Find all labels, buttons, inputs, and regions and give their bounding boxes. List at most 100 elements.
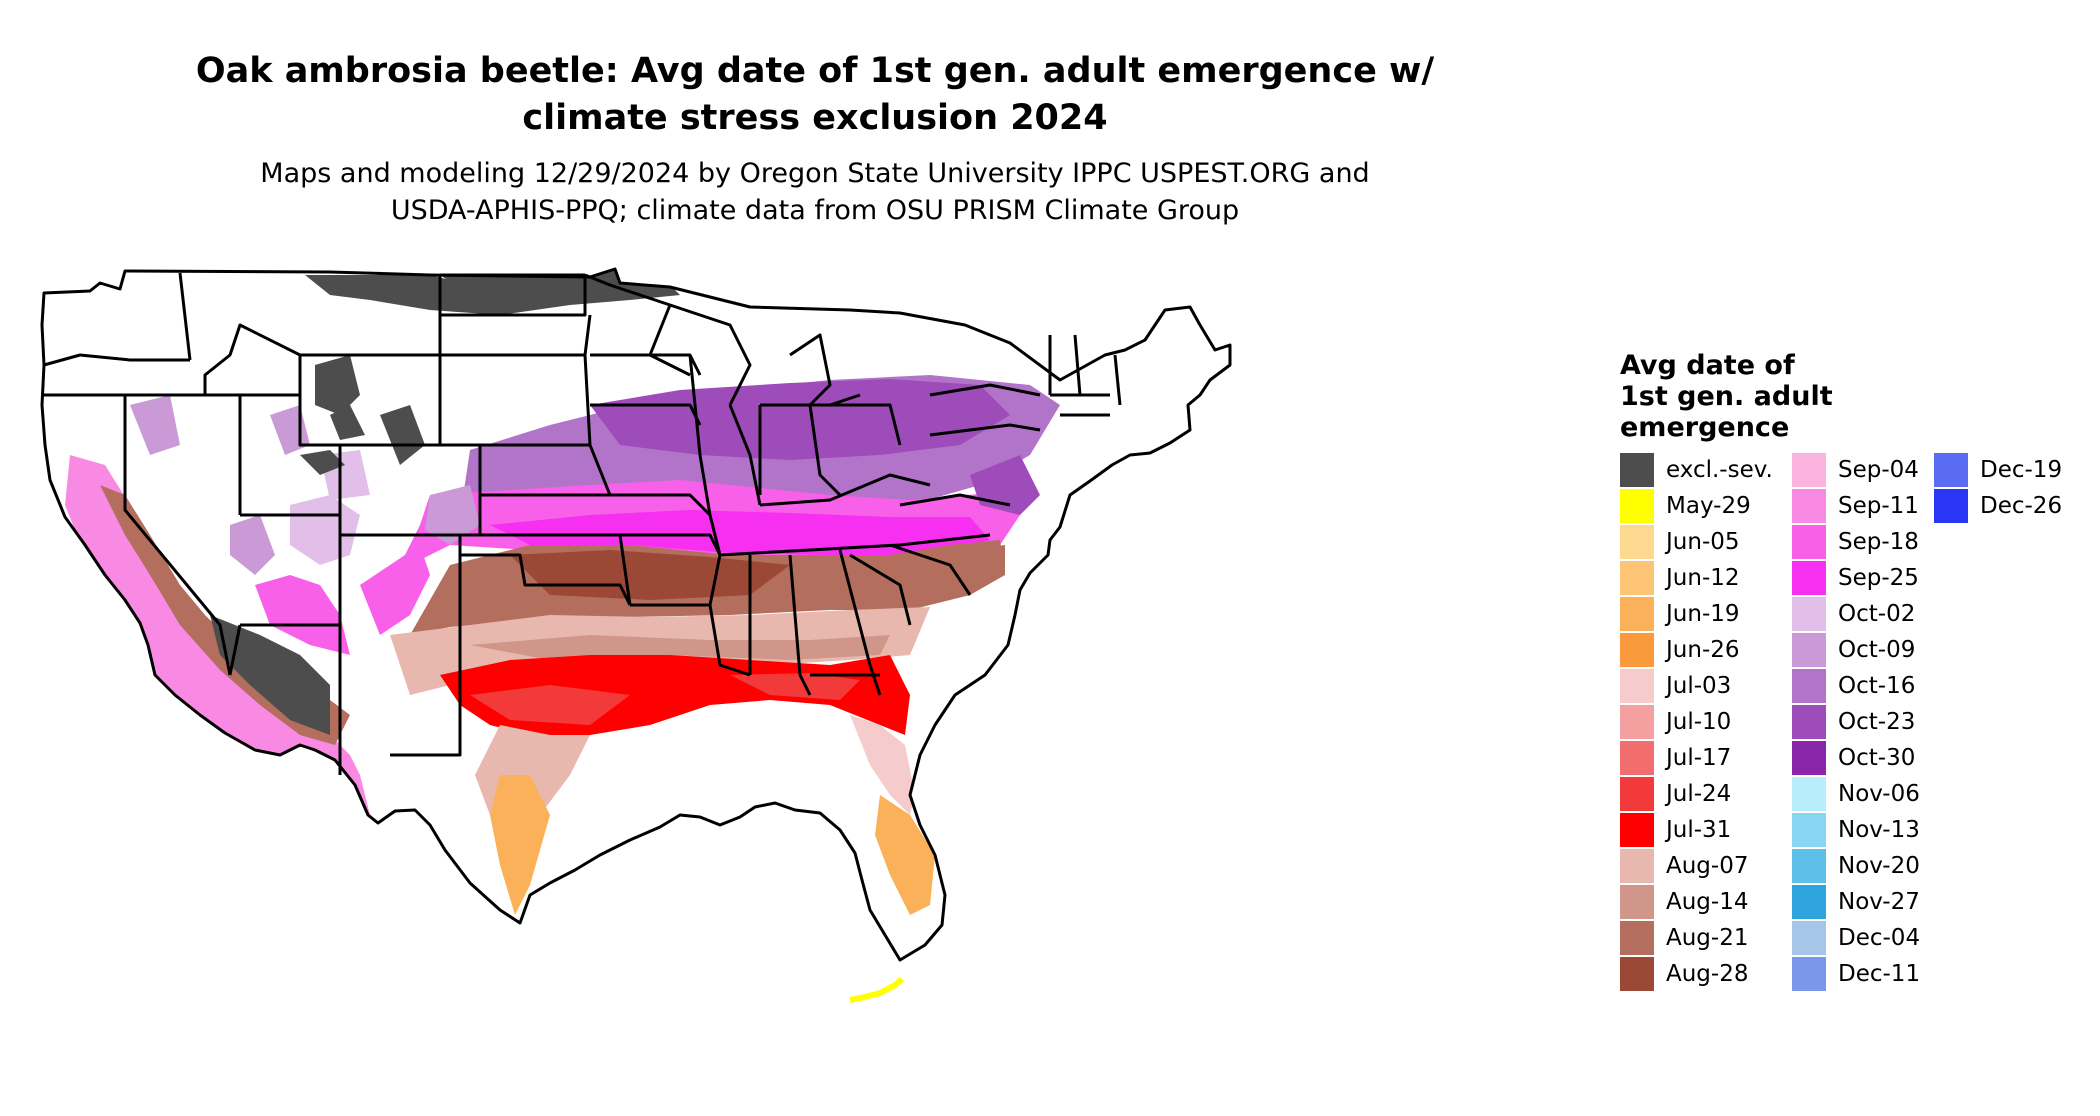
map-subtitle-line-1: Maps and modeling 12/29/2024 by Oregon S… xyxy=(260,158,1370,189)
map-title: Oak ambrosia beetle: Avg date of 1st gen… xyxy=(90,48,1540,142)
legend-swatch xyxy=(1620,669,1654,703)
legend-swatch xyxy=(1792,669,1826,703)
legend-item: Nov-13 xyxy=(1792,813,1962,847)
legend-label: Jul-10 xyxy=(1666,709,1732,735)
legend-swatch xyxy=(1620,597,1654,631)
legend-title-line-1: Avg date of xyxy=(1620,350,1795,381)
legend-label: May-29 xyxy=(1666,493,1751,519)
legend-swatch xyxy=(1792,921,1826,955)
legend-swatch xyxy=(1934,489,1968,523)
legend-item: Oct-23 xyxy=(1792,705,1962,739)
legend-swatch xyxy=(1792,957,1826,991)
legend-label: Oct-02 xyxy=(1838,601,1916,627)
legend-swatch xyxy=(1620,921,1654,955)
legend-item: Nov-27 xyxy=(1792,885,1962,919)
legend-label: Sep-25 xyxy=(1838,565,1919,591)
legend-label: Dec-19 xyxy=(1980,457,2063,483)
legend-swatch xyxy=(1792,453,1826,487)
legend-label: Dec-04 xyxy=(1838,925,1921,951)
legend-swatch xyxy=(1792,813,1826,847)
legend-item: Dec-04 xyxy=(1792,921,1962,955)
legend-label: Jul-24 xyxy=(1666,781,1732,807)
legend-label: Jun-05 xyxy=(1666,529,1740,555)
legend-swatch xyxy=(1620,957,1654,991)
legend-item: Nov-20 xyxy=(1792,849,1962,883)
legend-swatch xyxy=(1934,453,1968,487)
legend-swatch xyxy=(1620,849,1654,883)
legend-label: Jul-17 xyxy=(1666,745,1732,771)
legend-item: Jul-24 xyxy=(1620,777,1790,811)
legend-label: Jun-12 xyxy=(1666,565,1740,591)
legend-swatch xyxy=(1620,561,1654,595)
legend-label: Jun-19 xyxy=(1666,601,1740,627)
us-map xyxy=(30,255,1570,1095)
legend-label: Nov-27 xyxy=(1838,889,1920,915)
map-title-line-1: Oak ambrosia beetle: Avg date of 1st gen… xyxy=(195,51,1435,91)
legend-swatch xyxy=(1620,489,1654,523)
legend-title-line-2: 1st gen. adult xyxy=(1620,381,1833,412)
legend-label: Sep-18 xyxy=(1838,529,1919,555)
legend-label: Oct-09 xyxy=(1838,637,1916,663)
map-title-line-2: climate stress exclusion 2024 xyxy=(522,98,1108,138)
legend-swatch xyxy=(1792,705,1826,739)
map-subtitle-line-2: USDA-APHIS-PPQ; climate data from OSU PR… xyxy=(390,195,1240,226)
legend-title: Avg date of 1st gen. adult emergence xyxy=(1620,350,1920,443)
legend-label: Sep-11 xyxy=(1838,493,1919,519)
legend-item: Jul-10 xyxy=(1620,705,1790,739)
legend-item: Dec-19 xyxy=(1934,453,2100,487)
legend-label: Jul-31 xyxy=(1666,817,1732,843)
legend-label: Nov-20 xyxy=(1838,853,1920,879)
legend-swatch xyxy=(1620,741,1654,775)
legend-label: Aug-21 xyxy=(1666,925,1749,951)
legend-item: Sep-25 xyxy=(1792,561,1962,595)
legend-swatch xyxy=(1792,885,1826,919)
legend-item: Sep-04 xyxy=(1792,453,1962,487)
legend-swatch xyxy=(1792,633,1826,667)
legend-item: Nov-06 xyxy=(1792,777,1962,811)
legend-label: Dec-26 xyxy=(1980,493,2063,519)
legend-item: Oct-16 xyxy=(1792,669,1962,703)
legend-item: Aug-07 xyxy=(1620,849,1790,883)
legend-label: excl.-sev. xyxy=(1666,457,1773,483)
legend-swatch xyxy=(1792,741,1826,775)
legend-item: Sep-18 xyxy=(1792,525,1962,559)
legend-label: Aug-14 xyxy=(1666,889,1749,915)
legend-item: Dec-11 xyxy=(1792,957,1962,991)
legend-swatch xyxy=(1620,777,1654,811)
us-map-canvas xyxy=(40,267,1232,1003)
legend-label: Aug-07 xyxy=(1666,853,1749,879)
legend-swatch xyxy=(1620,525,1654,559)
legend-label: Sep-04 xyxy=(1838,457,1919,483)
legend-item: Oct-30 xyxy=(1792,741,1962,775)
legend-item: Oct-09 xyxy=(1792,633,1962,667)
legend-label: Aug-28 xyxy=(1666,961,1749,987)
legend-item: Jul-17 xyxy=(1620,741,1790,775)
legend-swatch xyxy=(1792,525,1826,559)
legend-swatch xyxy=(1620,633,1654,667)
legend-label: Nov-06 xyxy=(1838,781,1920,807)
map-subtitle: Maps and modeling 12/29/2024 by Oregon S… xyxy=(90,155,1540,229)
legend-item: Aug-14 xyxy=(1620,885,1790,919)
legend-item: Aug-21 xyxy=(1620,921,1790,955)
legend-item: Jul-03 xyxy=(1620,669,1790,703)
legend-item: excl.-sev. xyxy=(1620,453,1790,487)
legend-item: Dec-26 xyxy=(1934,489,2100,523)
legend-label: Oct-16 xyxy=(1838,673,1916,699)
legend-swatch xyxy=(1620,885,1654,919)
legend-swatch xyxy=(1620,705,1654,739)
legend-swatch xyxy=(1792,489,1826,523)
legend-item: May-29 xyxy=(1620,489,1790,523)
legend-swatch xyxy=(1620,453,1654,487)
legend-title-line-3: emergence xyxy=(1620,412,1790,443)
legend-item: Jun-19 xyxy=(1620,597,1790,631)
legend-item: Aug-28 xyxy=(1620,957,1790,991)
legend-swatch xyxy=(1620,813,1654,847)
legend-label: Dec-11 xyxy=(1838,961,1921,987)
legend-label: Nov-13 xyxy=(1838,817,1920,843)
legend-item: Jun-05 xyxy=(1620,525,1790,559)
state-boundaries xyxy=(40,267,1232,962)
legend-label: Jul-03 xyxy=(1666,673,1732,699)
legend-swatch xyxy=(1792,561,1826,595)
legend-swatch xyxy=(1792,777,1826,811)
legend-label: Jun-26 xyxy=(1666,637,1740,663)
